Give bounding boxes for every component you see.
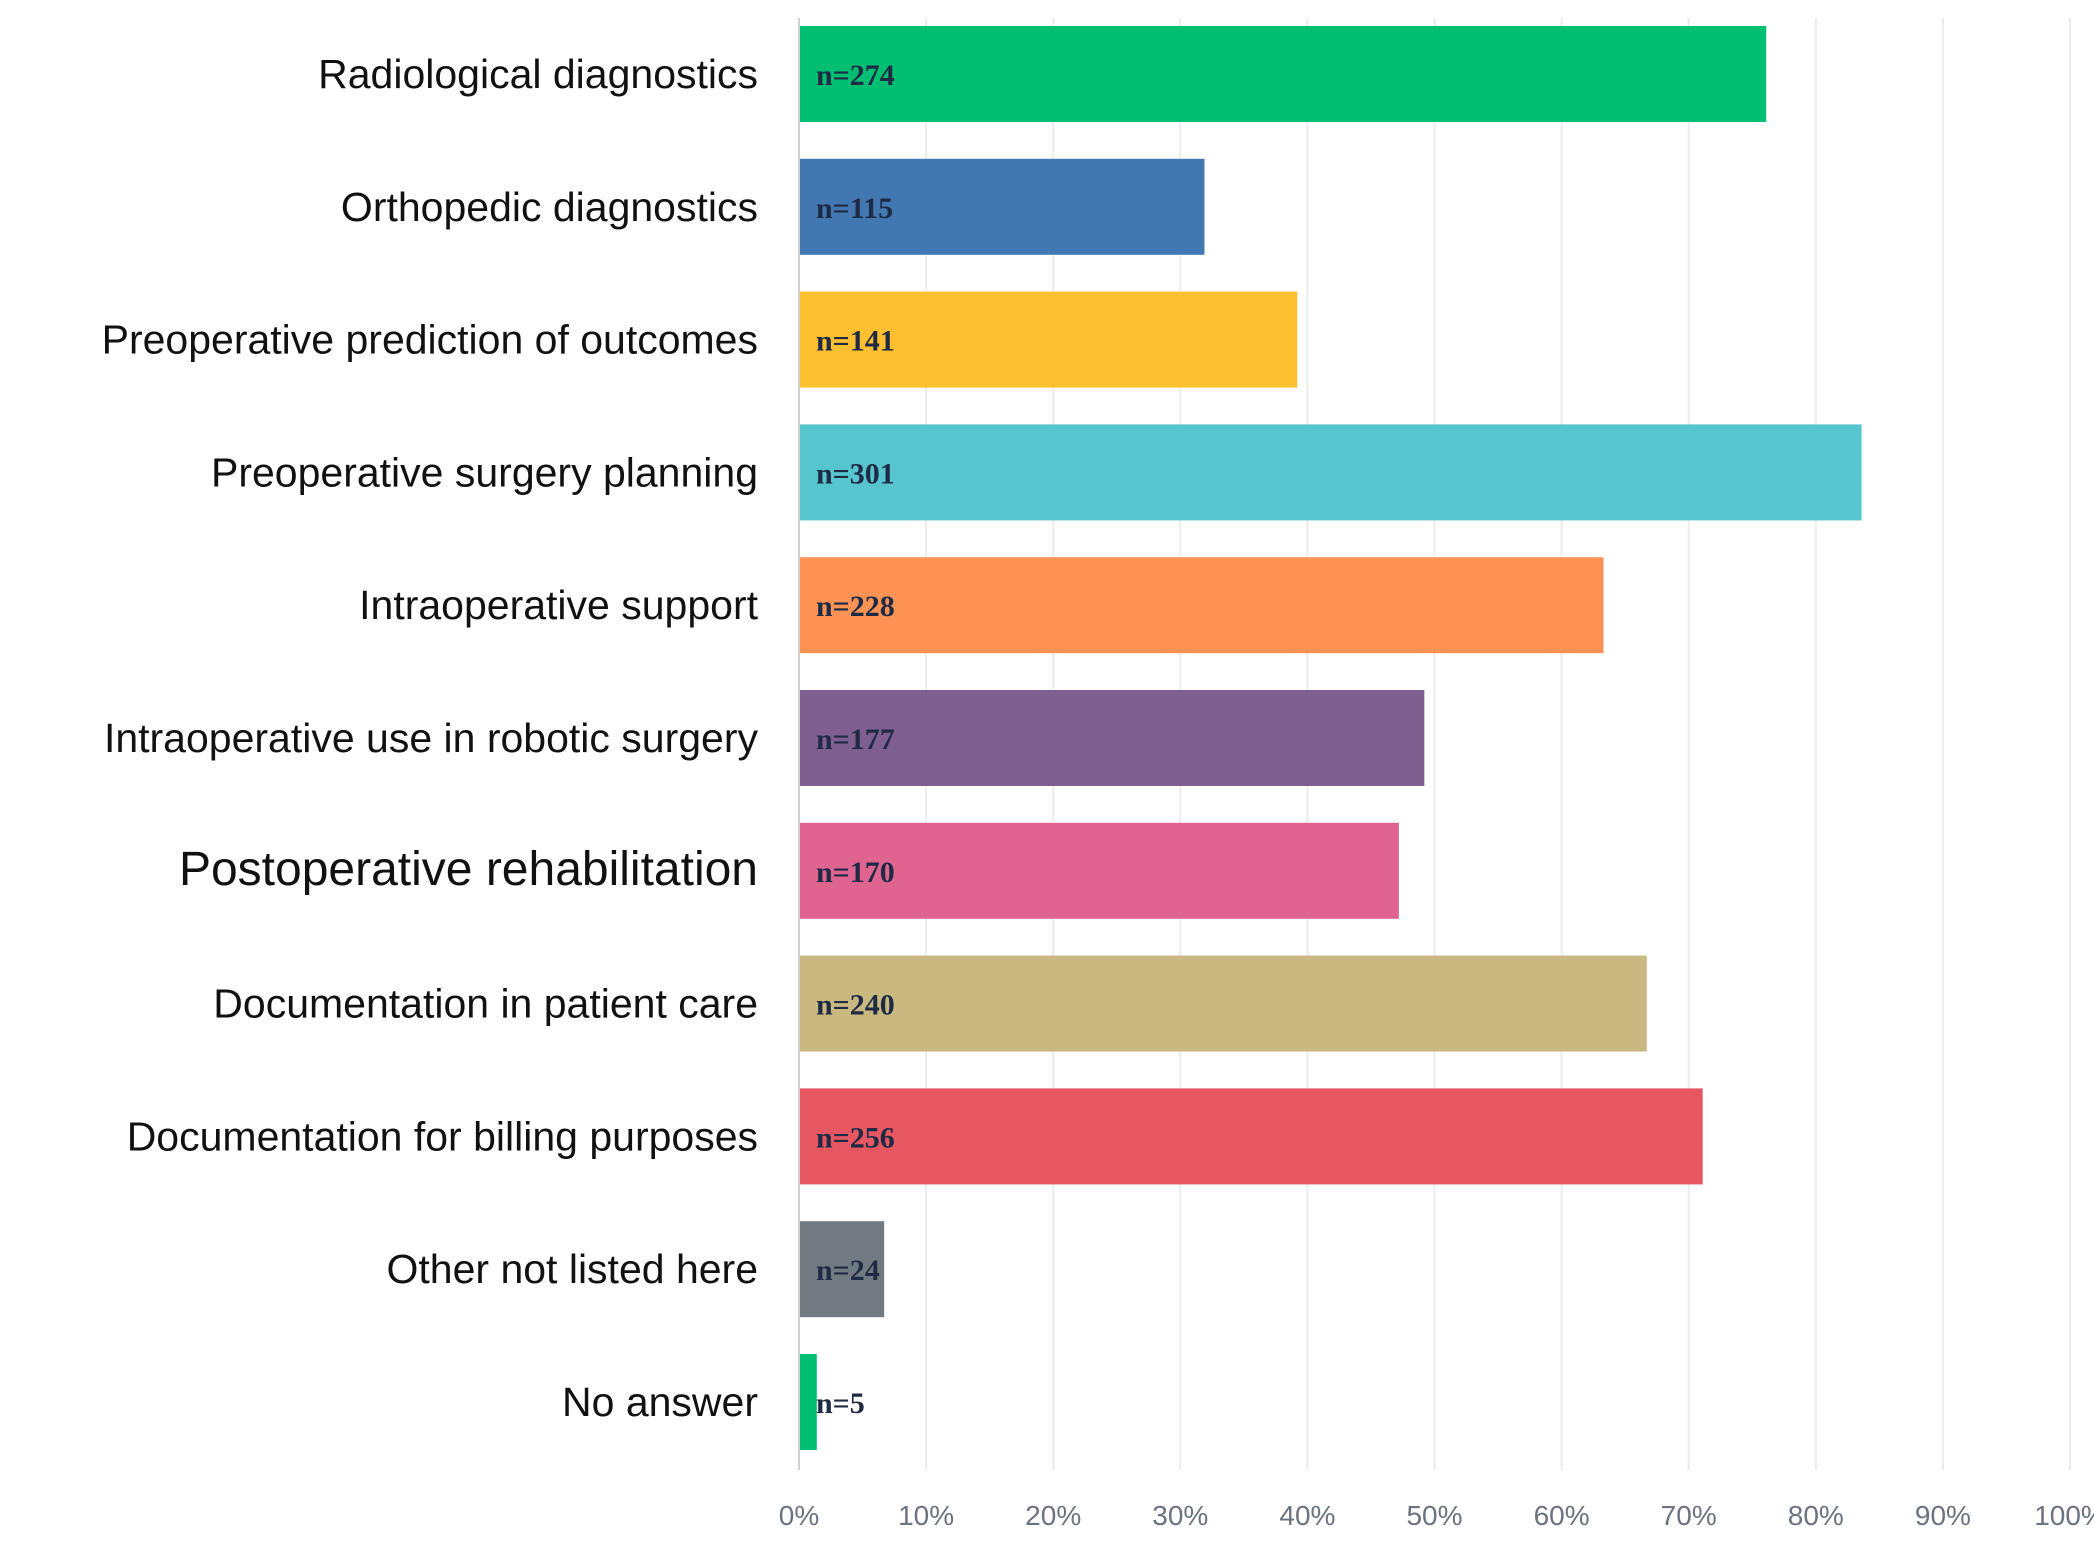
category-label: Other not listed here [387, 1246, 758, 1292]
bar-data-label: n=301 [816, 457, 895, 490]
x-tick-label: 80% [1788, 1500, 1844, 1531]
category-label: Postoperative rehabilitation [179, 843, 758, 896]
category-label: Preoperative surgery planning [211, 449, 758, 495]
category-label: Orthopedic diagnostics [341, 184, 758, 230]
x-tick-label: 10% [898, 1500, 954, 1531]
x-axis-ticks: 0% 10% 20% 30% 40% 50% 60% 70% 80% 90% 100% [779, 1500, 2094, 1531]
bar-data-label: n=240 [816, 989, 895, 1022]
bar-data-label: n=274 [816, 59, 895, 92]
bar [799, 690, 1425, 786]
category-label: Documentation for billing purposes [127, 1113, 758, 1159]
bar-data-label: n=24 [816, 1254, 880, 1287]
bar [799, 1354, 817, 1450]
x-tick-label: 40% [1279, 1500, 1335, 1531]
bar [799, 26, 1767, 122]
bar-data-label: n=141 [816, 325, 895, 358]
bar-data-label: n=256 [816, 1121, 895, 1154]
bar [799, 158, 1205, 255]
category-labels: Radiological diagnostics Orthopedic diagn… [102, 51, 759, 1425]
bar [799, 822, 1399, 919]
category-label: No answer [562, 1379, 758, 1425]
grid-lines [925, 18, 2071, 1470]
bars: n=274 n=115 n=141 n=301 n=228 n=177 n=170 n=240… [799, 26, 1862, 1450]
x-tick-label: 20% [1025, 1500, 1081, 1531]
bar [799, 557, 1604, 654]
x-tick-label: 70% [1661, 1500, 1717, 1531]
bar [799, 955, 1647, 1052]
bar [799, 1221, 885, 1318]
category-label: Documentation in patient care [213, 981, 758, 1027]
x-tick-label: 0% [779, 1500, 819, 1531]
category-label: Intraoperative use in robotic surgery [104, 715, 759, 761]
category-label: Intraoperative support [359, 582, 758, 628]
bar-data-label: n=5 [816, 1387, 865, 1420]
bar [799, 291, 1298, 388]
category-label: Radiological diagnostics [318, 51, 758, 97]
x-tick-label: 60% [1534, 1500, 1590, 1531]
x-tick-label: 100% [2034, 1500, 2094, 1531]
bar-data-label: n=115 [816, 192, 893, 225]
bar-data-label: n=177 [816, 723, 895, 756]
bar [799, 1088, 1703, 1185]
x-tick-label: 50% [1406, 1500, 1462, 1531]
x-tick-label: 30% [1152, 1500, 1208, 1531]
bar [799, 424, 1862, 521]
x-tick-label: 90% [1915, 1500, 1971, 1531]
bar-data-label: n=170 [816, 856, 895, 889]
category-label: Preoperative prediction of outcomes [102, 317, 758, 363]
bar-data-label: n=228 [816, 590, 895, 623]
